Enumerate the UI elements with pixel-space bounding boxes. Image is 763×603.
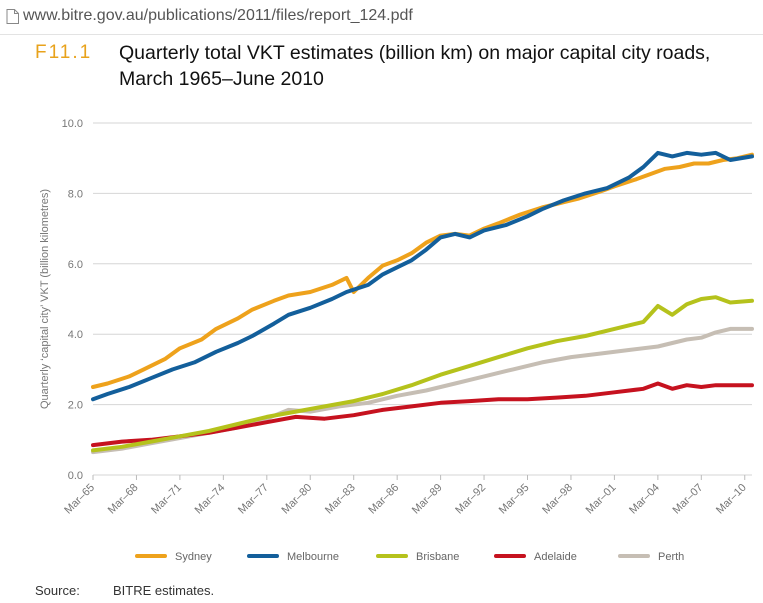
x-tick-label: Mar–98 [540, 482, 575, 517]
y-tick-label: 8.0 [68, 188, 83, 200]
figure-title: Quarterly total VKT estimates (billion k… [119, 42, 711, 90]
x-tick-label: Mar–95 [497, 482, 532, 517]
document-icon [6, 9, 19, 24]
y-tick-label: 4.0 [68, 329, 83, 341]
x-tick-label: Mar–68 [106, 482, 141, 517]
x-tick-label: Mar–74 [193, 482, 228, 517]
x-tick-label: Mar–83 [323, 482, 358, 517]
series-line-sydney [91, 152, 754, 389]
series-line-adelaide [91, 381, 754, 448]
y-tick-label: 2.0 [68, 400, 83, 412]
x-tick-label: Mar–71 [149, 482, 184, 517]
x-tick-label: Mar–65 [62, 482, 97, 517]
x-tick-label: Mar–80 [280, 482, 315, 517]
legend-label-melbourne: Melbourne [287, 551, 339, 563]
legend-label-adelaide: Adelaide [534, 551, 577, 563]
x-tick-label: Mar–04 [627, 482, 662, 517]
figure-number: F11.1 [35, 42, 93, 63]
y-tick-label: 0.0 [68, 470, 83, 482]
legend-label-sydney: Sydney [175, 551, 212, 563]
legend-label-perth: Perth [658, 551, 684, 563]
source-text: BITRE estimates. [113, 583, 215, 598]
x-tick-label: Mar–07 [671, 482, 706, 517]
x-tick-label: Mar–89 [410, 482, 445, 517]
legend-label-brisbane: Brisbane [416, 551, 459, 563]
x-tick-label: Mar–86 [366, 482, 401, 517]
x-tick-label: Mar–77 [236, 482, 271, 517]
address-bar[interactable]: www.bitre.gov.au/publications/2011/files… [0, 0, 763, 35]
y-tick-label: 6.0 [68, 259, 83, 271]
series-line-melbourne [91, 150, 754, 402]
url-text[interactable]: www.bitre.gov.au/publications/2011/files… [23, 7, 413, 24]
y-axis-label: Quarterly ‘capital city’ VKT (billion ki… [39, 189, 51, 409]
y-tick-label: 10.0 [62, 118, 83, 130]
x-tick-label: Mar–10 [714, 482, 749, 517]
x-tick-label: Mar–92 [453, 482, 488, 517]
x-tick-label: Mar–01 [584, 482, 619, 517]
source-label: Source: [35, 583, 80, 598]
series-line-brisbane [91, 295, 754, 453]
